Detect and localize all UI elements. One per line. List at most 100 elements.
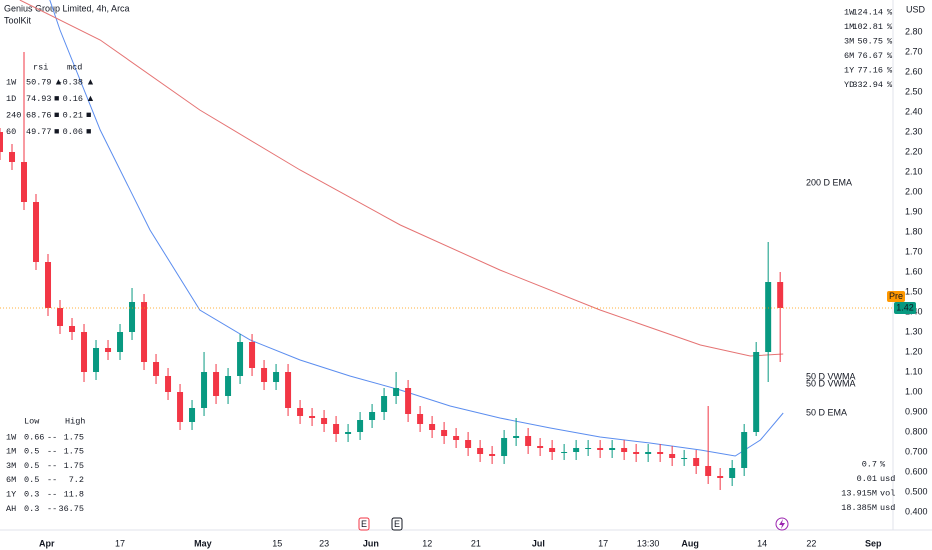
candle-body	[309, 416, 316, 418]
rsi-mark: ▲	[54, 76, 63, 86]
event-marker[interactable]	[358, 517, 370, 531]
rsi-value: 68.76	[26, 110, 52, 120]
y-tick-label: 2.30	[905, 126, 923, 136]
y-tick-label: 0.500	[905, 486, 928, 496]
stat-unit: vol	[880, 488, 895, 498]
candle-body	[57, 308, 64, 326]
x-tick-label: Jun	[363, 538, 379, 548]
x-tick-label: 17	[115, 538, 125, 548]
stat-value: 0.7	[862, 459, 877, 469]
x-tick-label: 13:30	[637, 538, 660, 548]
perf-unit: %	[887, 7, 893, 17]
candle-body	[573, 448, 580, 452]
perf-unit: %	[887, 51, 893, 61]
range-low: 0.5	[24, 475, 39, 485]
perf-period: YD	[844, 80, 854, 90]
range-high: 1.75	[64, 432, 84, 442]
rsi-value: 50.79	[26, 77, 52, 87]
y-tick-label: 2.40	[905, 106, 923, 116]
range-low: 0.5	[24, 461, 39, 471]
x-tick-label: May	[194, 538, 212, 548]
y-tick-label: 1.90	[905, 206, 923, 216]
candle-body	[141, 302, 148, 362]
perf-value: 332.94	[852, 80, 883, 90]
y-tick-label: 1.00	[905, 386, 923, 396]
candle-body	[585, 448, 592, 449]
range-header: Low	[24, 416, 40, 426]
event-label: E	[361, 519, 367, 529]
x-tick-label: 17	[598, 538, 608, 548]
candle-body	[285, 372, 292, 408]
indicator-tf: 1D	[6, 94, 16, 104]
candle-body	[381, 396, 388, 412]
candle-body	[501, 438, 508, 456]
rsi-value: 74.93	[26, 94, 52, 104]
candle-body	[609, 448, 616, 450]
lightning-icon	[779, 519, 785, 529]
event-marker[interactable]	[391, 517, 403, 531]
candle-body	[165, 376, 172, 392]
range-sep: --	[47, 461, 57, 471]
y-tick-label: 2.50	[905, 86, 923, 96]
range-tf: AH	[6, 504, 16, 514]
indicator-tf: 240	[6, 110, 21, 120]
y-tick-label: 2.10	[905, 166, 923, 176]
stat-value: 13.915M	[841, 488, 877, 498]
perf-value: 124.14	[852, 7, 883, 17]
candle-body	[525, 436, 532, 446]
range-high: 1.75	[64, 447, 84, 457]
mcd-value: -0.38	[57, 77, 83, 87]
candle-body	[477, 448, 484, 454]
range-high: 1.75	[64, 461, 84, 471]
candle-body	[441, 430, 448, 436]
candle-body	[357, 420, 364, 432]
indicator-header: mcd	[67, 62, 82, 72]
price-tag-bg	[894, 302, 916, 314]
y-tick-label: 0.600	[905, 466, 928, 476]
y-tick-label: 1.70	[905, 246, 923, 256]
y-tick-label: 1.20	[905, 346, 923, 356]
candle-body	[597, 448, 604, 450]
x-tick-label: 23	[319, 538, 329, 548]
x-tick-label: 21	[471, 538, 481, 548]
candle-body	[213, 372, 220, 396]
range-low: 0.3	[24, 504, 39, 514]
range-tf: 1M	[6, 447, 16, 457]
candle-body	[333, 424, 340, 434]
perf-value: 77.16	[857, 65, 883, 75]
range-low: 0.66	[24, 432, 44, 442]
mcd-value: 0.21	[63, 110, 83, 120]
range-sep: --	[47, 447, 57, 457]
candle-body	[0, 132, 3, 152]
perf-unit: %	[887, 80, 893, 90]
range-sep: --	[47, 504, 57, 514]
range-sep: --	[47, 432, 57, 442]
pre-tag-bg	[887, 291, 905, 302]
y-tick-label: 1.10	[905, 366, 923, 376]
perf-unit: %	[887, 22, 893, 32]
y-tick-label: 1.60	[905, 266, 923, 276]
moving-average-line	[49, 0, 784, 457]
candle-body	[669, 454, 676, 458]
candle-body	[69, 326, 76, 332]
currency[interactable]: USD	[906, 4, 926, 14]
candle-body	[189, 408, 196, 422]
perf-period: 1Y	[844, 65, 854, 75]
candle-body	[369, 412, 376, 420]
candle-body	[681, 458, 688, 459]
indicator-tf: 1W	[6, 77, 17, 87]
range-sep: --	[47, 475, 57, 485]
perf-period: 3M	[844, 36, 854, 46]
candle-body	[273, 372, 280, 382]
y-tick-label: 2.70	[905, 46, 923, 56]
y-tick-label: 2.20	[905, 146, 923, 156]
x-tick-label: Jul	[532, 538, 545, 548]
candle-body	[405, 388, 412, 414]
y-tick-label: 0.400	[905, 506, 928, 516]
candle-body	[693, 458, 700, 466]
rsi-mark: ■	[54, 109, 59, 119]
indicator-tf: 60	[6, 127, 16, 137]
range-tf: 1Y	[6, 489, 16, 499]
perf-value: 102.81	[852, 22, 883, 32]
